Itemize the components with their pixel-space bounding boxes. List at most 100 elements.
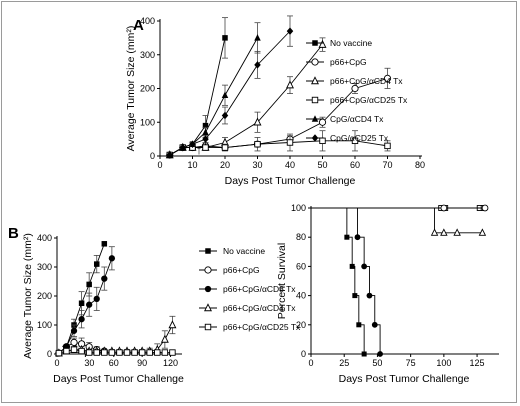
y-tick-label: 200 [37, 291, 52, 301]
y-tick-label: 300 [37, 262, 52, 272]
series-0 [167, 17, 228, 158]
marker-open-square [123, 349, 131, 356]
marker-open-triangle [453, 228, 461, 236]
marker-open-square [202, 144, 209, 151]
x-tick-label: 10 [187, 160, 197, 170]
x-tick-label: 30 [252, 160, 262, 170]
x-tick-label: 90 [137, 358, 147, 368]
injection-arrow: ↑ [196, 142, 203, 157]
x-tick-label: 80 [415, 160, 425, 170]
marker-filled-diamond [166, 151, 173, 159]
marker-filled-circle [101, 275, 108, 282]
marker-filled-diamond [311, 134, 319, 142]
marker-filled-square [86, 281, 92, 288]
x-tick-label: 120 [163, 358, 178, 368]
marker-open-triangle [160, 334, 169, 343]
marker-filled-square [361, 351, 367, 357]
y-axis-label: Average Tumor Size (mm²) [22, 233, 34, 359]
series-5 [166, 15, 294, 159]
legend-item: p66+CpG/αCD25 Tx [199, 322, 301, 332]
legend-label: No vaccine [330, 38, 372, 48]
panel-letter: A [133, 17, 144, 34]
series-line [169, 44, 323, 156]
chart-panel-B: B 0 30 60 90 120 0 100 200 300 400 Days Post Tumor … [8, 225, 301, 385]
marker-filled-square [78, 300, 85, 306]
marker-open-triangle [286, 80, 294, 89]
legend-item: p66+CpG [306, 57, 367, 67]
x-tick-label: 25 [339, 358, 349, 368]
marker-open-square [286, 139, 294, 146]
marker-open-circle [311, 58, 319, 66]
legend-item: No vaccine [306, 38, 372, 48]
marker-filled-triangle [254, 34, 261, 41]
marker-filled-square [93, 261, 100, 267]
marker-open-circle [318, 118, 327, 126]
legend-item: p66+CpG/αCD25 Tx [306, 95, 408, 105]
survival-curve [311, 207, 383, 355]
y-tick-label: 200 [140, 84, 155, 94]
marker-open-square [116, 349, 123, 356]
marker-filled-square [101, 241, 108, 247]
marker-filled-circle [108, 255, 116, 262]
series-2 [165, 37, 327, 159]
legend-item: CpG/αCD25 Tx [306, 133, 389, 143]
marker-filled-circle [86, 301, 93, 308]
marker-open-triangle [204, 303, 212, 312]
legend-label: No vaccine [223, 246, 265, 256]
series-1 [311, 207, 383, 357]
marker-filled-circle [204, 285, 212, 293]
legend-item: p66+CpG [199, 265, 260, 275]
x-axis-label: Days Post Tumor Challenge [225, 175, 356, 187]
y-axis-label: Average Tumor Size (mm²) [125, 26, 137, 152]
marker-filled-square [344, 234, 350, 240]
y-tick-label: 300 [140, 50, 155, 60]
marker-open-square [93, 349, 100, 356]
y-tick-label: 0 [47, 349, 52, 359]
marker-open-square [154, 349, 161, 356]
marker-filled-circle [78, 316, 85, 323]
survival-curve [311, 207, 367, 355]
y-tick-label: 100 [291, 203, 306, 213]
y-tick-label: 100 [37, 320, 52, 330]
legend: No vaccine p66+CpG p66+CpG/αCD4 Tx p66+CpG/… [306, 38, 408, 143]
panel-letter: B [8, 225, 19, 242]
x-tick-label: 125 [470, 358, 485, 368]
marker-filled-diamond [179, 143, 186, 152]
series-line [58, 324, 173, 354]
marker-filled-square [222, 35, 228, 41]
marker-filled-circle [366, 292, 373, 299]
marker-filled-circle [93, 295, 100, 303]
y-tick-label: 100 [140, 117, 155, 127]
y-tick-label: 0 [301, 349, 306, 359]
marker-filled-diamond [202, 135, 209, 143]
marker-open-square [78, 347, 85, 355]
series-0 [311, 207, 367, 357]
x-axis-label: Days Post Tumor Challenge [339, 373, 470, 385]
marker-open-square [169, 349, 176, 356]
legend-item: p66+CpG/αCD4 Tx [199, 303, 296, 313]
marker-filled-diamond [286, 27, 294, 35]
marker-open-square [85, 349, 93, 356]
marker-open-square [319, 137, 326, 145]
legend-label: CpG/αCD25 Tx [330, 133, 389, 143]
marker-filled-circle [371, 321, 378, 328]
marker-open-square [101, 349, 108, 356]
marker-open-square [70, 346, 78, 353]
marker-filled-circle [354, 234, 361, 241]
x-tick-label: 75 [406, 358, 416, 368]
marker-filled-triangle [311, 115, 319, 122]
marker-filled-circle [70, 327, 78, 334]
series-line [169, 140, 388, 156]
marker-filled-square [349, 263, 355, 269]
series-line [58, 349, 173, 354]
marker-open-triangle [430, 228, 439, 236]
marker-filled-square [352, 293, 358, 299]
marker-open-square [161, 349, 169, 356]
y-tick-label: 20 [296, 320, 306, 330]
legend-label: CpG/αCD4 Tx [330, 114, 384, 124]
legend-label: p66+CpG/αCD4 Tx [330, 76, 403, 86]
marker-open-circle [481, 204, 489, 212]
marker-filled-circle [361, 263, 368, 270]
legend-item: p66+CpG/αCD4 Tx [306, 76, 403, 86]
